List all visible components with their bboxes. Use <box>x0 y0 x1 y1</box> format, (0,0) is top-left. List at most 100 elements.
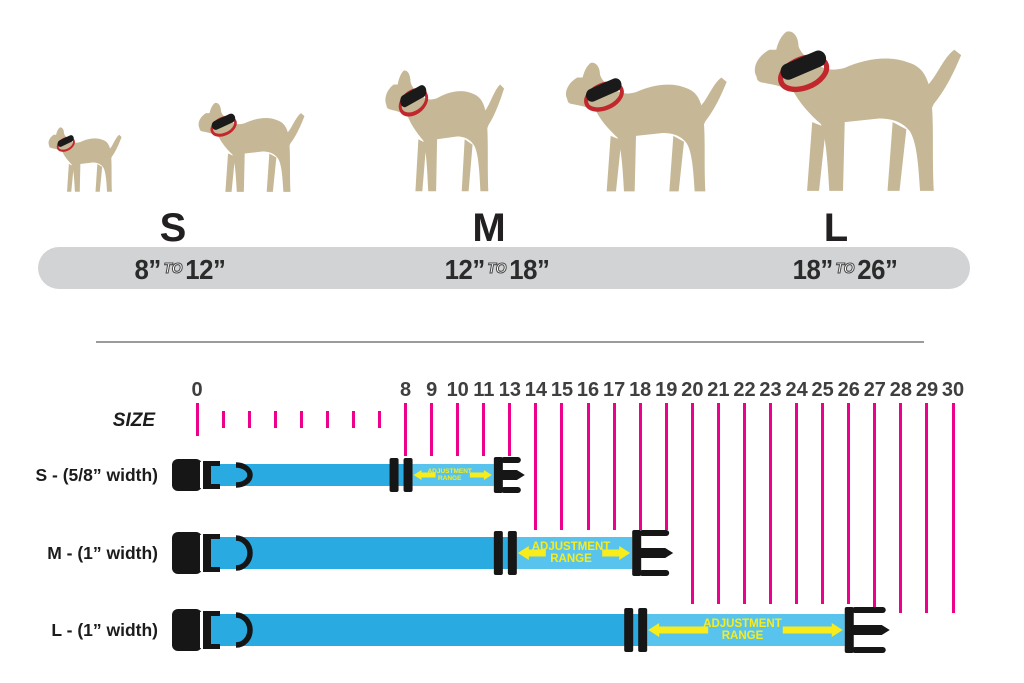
dog-front-leg <box>606 135 622 192</box>
ruler-tick <box>247 411 251 428</box>
dog-silhouette-small <box>198 102 305 192</box>
ruler-tick <box>221 411 225 428</box>
ruler-number: 20 <box>681 379 704 401</box>
ruler-number: 25 <box>811 379 834 401</box>
collar-label-s: S - (5/8” width) <box>35 465 159 485</box>
ruler-number: 14 <box>524 379 548 401</box>
ruler-number: 18 <box>629 379 652 401</box>
size-range-text: 12” TO18” <box>445 247 550 289</box>
ruler-number: 24 <box>785 379 808 401</box>
ruler-number: 9 <box>426 379 438 401</box>
collar-label-l: L - (1” width) <box>51 620 158 640</box>
collar-d-ring <box>235 462 253 488</box>
adjustment-range-label-line1: ADJUSTMENT <box>427 468 471 475</box>
dog-front-leg <box>67 163 74 192</box>
ruler-number: 11 <box>473 379 495 401</box>
adjustment-range-zone <box>412 464 494 486</box>
dog-silhouette-xsmall <box>48 127 122 192</box>
dog-rear-leg <box>669 135 684 192</box>
collar-buckle-male <box>844 607 890 653</box>
dog-silhouette-large <box>565 62 727 192</box>
adjustment-range-label-line2: RANGE <box>722 630 764 642</box>
ruler-tick <box>430 403 434 456</box>
ruler-tick <box>951 403 955 613</box>
collar-buckle-male <box>632 530 674 576</box>
collar-slider <box>624 608 648 652</box>
ruler-number: 13 <box>498 379 521 401</box>
ruler-number: 17 <box>602 379 626 401</box>
ruler-number: 19 <box>655 379 678 401</box>
dog-rear-leg <box>95 163 103 192</box>
ruler-tick <box>742 403 746 604</box>
range-from: 8” <box>134 254 162 285</box>
ruler-number: 0 <box>191 379 203 401</box>
size-range-text: 8” TO12” <box>135 247 226 289</box>
ruler-number: 21 <box>707 379 730 401</box>
adjustment-arrow-left <box>413 470 436 480</box>
adjustment-arrow-right <box>782 623 843 637</box>
collar-diagram-m: ADJUSTMENT RANGE <box>172 530 674 576</box>
collar-buckle-female <box>172 532 220 574</box>
size-axis-label: SIZE <box>112 410 155 431</box>
collar-label-m: M - (1” width) <box>47 543 158 563</box>
ruler-tick <box>690 403 694 604</box>
collar-buckle-female <box>172 609 220 651</box>
adjustment-range-label-line2: RANGE <box>550 553 592 565</box>
ruler-number: 8 <box>399 379 412 401</box>
ruler-tick <box>664 403 668 530</box>
ruler-number: 10 <box>446 379 469 401</box>
ruler-tick <box>273 411 277 428</box>
ruler-tick <box>795 403 799 604</box>
ruler-tick <box>482 403 486 456</box>
dog-collar-band <box>400 85 427 108</box>
adjustment-range-label-line1: ADJUSTMENT <box>703 618 782 630</box>
adjustment-arrow-right <box>602 546 631 560</box>
ruler-number: 26 <box>837 379 860 401</box>
adjustment-arrow-left <box>648 623 709 637</box>
dog-collar-band <box>780 50 827 80</box>
ruler-tick <box>586 403 590 530</box>
section-divider <box>96 341 924 343</box>
ruler-tick <box>299 411 303 428</box>
collar-strap <box>206 614 648 646</box>
dog-front-leg <box>225 153 236 192</box>
range-from: 18” <box>792 254 834 285</box>
ruler-tick <box>534 403 538 530</box>
ruler-number: 27 <box>863 379 886 401</box>
adjustment-range-label-line2: RANGE <box>438 475 462 482</box>
dog-collar-band <box>57 135 74 147</box>
ruler-tick <box>351 411 355 428</box>
collar-strap <box>206 537 517 569</box>
dog-body <box>385 70 505 192</box>
range-from: 12” <box>444 254 486 285</box>
dog-body <box>754 31 962 191</box>
dog-collar-band <box>586 78 622 102</box>
ruler-number: 30 <box>941 379 965 401</box>
collar-strap <box>206 464 413 486</box>
adjustment-arrow-right <box>469 470 492 480</box>
ruler-number: 22 <box>733 379 756 401</box>
ruler-tick <box>899 403 903 613</box>
collar-d-ring <box>235 535 253 571</box>
size-letter-m: M <box>472 206 506 250</box>
range-to-word: TO <box>835 259 855 277</box>
dog-rear-leg <box>266 153 277 192</box>
ruler-tick <box>456 403 460 456</box>
dog-front-leg <box>415 139 427 192</box>
collar-diagram-s: ADJUSTMENT RANGE <box>172 457 525 493</box>
collar-slider <box>389 458 413 492</box>
ruler-tick <box>716 403 720 604</box>
ruler-tick <box>769 403 773 604</box>
ruler-number: 28 <box>889 379 912 401</box>
ruler-tick <box>377 411 381 428</box>
dog-silhouette-medium <box>385 70 505 192</box>
size-range-bar <box>38 247 970 289</box>
dog-body <box>565 62 727 192</box>
dog-rear-leg <box>461 139 473 192</box>
ruler-number: 23 <box>759 379 782 401</box>
range-to-word: TO <box>163 259 183 277</box>
range-to: 26” <box>857 254 898 285</box>
adjustment-range-label-line1: ADJUSTMENT <box>532 541 611 553</box>
range-to-word: TO <box>487 259 507 277</box>
